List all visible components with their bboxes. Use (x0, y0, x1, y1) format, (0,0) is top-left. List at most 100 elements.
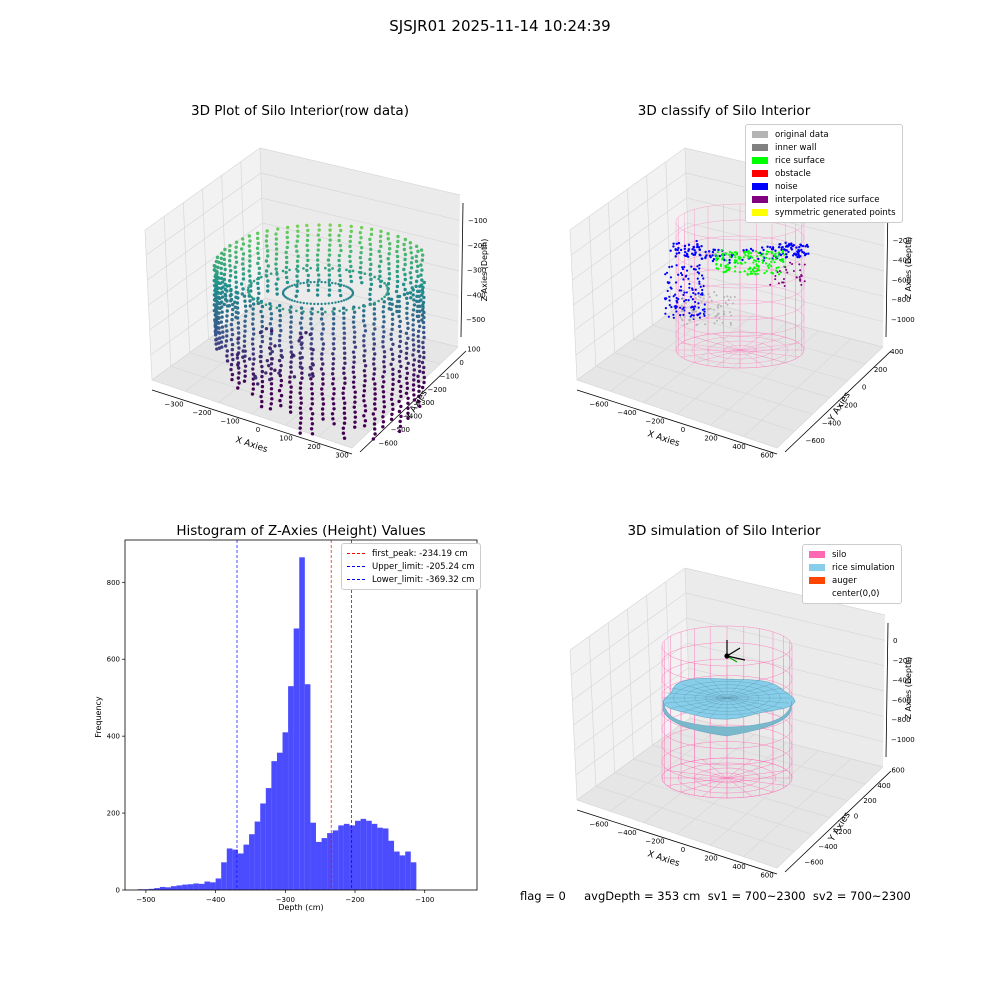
legend-swatch (752, 131, 768, 138)
panel1-point (352, 375, 356, 379)
panel2-rice-point (765, 256, 768, 260)
panel1-point (222, 277, 227, 282)
panel1-point (417, 384, 421, 388)
panel1-point (284, 275, 289, 280)
panel1-point (285, 245, 289, 250)
panel1-point (387, 272, 392, 276)
panel2-rice-point (715, 259, 718, 262)
panel2-legend: original data inner wall rice surface obsta… (745, 124, 903, 223)
panel2-noise-point (672, 313, 675, 316)
panel2-noise-point (665, 271, 669, 274)
panel1-point (236, 321, 241, 325)
panel2-original-point (728, 311, 731, 314)
panel1-point (236, 341, 240, 345)
panel1-point (308, 365, 313, 370)
panel1-point (316, 233, 320, 237)
panel1-point (305, 302, 309, 305)
panel1-point (319, 367, 324, 371)
panel1-point (299, 416, 303, 420)
panel4-x-tick-label: −200 (645, 837, 664, 845)
panel2-noise-point (702, 284, 705, 288)
panel1-point (414, 279, 419, 284)
panel1-point (334, 282, 337, 285)
panel2-interpolated-point (799, 279, 802, 282)
panel1-point (317, 228, 321, 232)
panel1-point (369, 277, 373, 282)
panel1-point (234, 260, 239, 264)
panel1-point (313, 302, 316, 306)
histogram-frame (124, 539, 478, 891)
panel1-point (266, 254, 270, 258)
panel1-point (243, 374, 247, 378)
panel1-point (222, 252, 226, 257)
panel1-point (252, 297, 256, 301)
panel1-point (228, 269, 233, 273)
panel4-rice-surface (662, 678, 796, 737)
panel1-point (260, 301, 263, 305)
panel2-noise-point (687, 249, 690, 253)
panel1-point (241, 349, 245, 353)
panel2-rice-point (724, 252, 727, 256)
panel1-point (399, 394, 403, 399)
histogram-bar (394, 851, 400, 890)
panel1-point (409, 251, 413, 255)
panel1-point (412, 348, 416, 352)
panel2-noise-point (681, 273, 684, 277)
legend-swatch (752, 183, 768, 190)
panel1-point (368, 287, 373, 292)
panel2-noise-point (712, 258, 716, 261)
panel1-point (248, 259, 252, 263)
histogram-bar (159, 886, 166, 890)
histogram-bar (226, 848, 233, 890)
panel1-point (274, 242, 278, 246)
panel1-point (361, 394, 366, 398)
panel1-point (321, 327, 326, 331)
panel2-grid (684, 147, 691, 299)
panel1-point (397, 429, 402, 434)
panel1-point (419, 248, 424, 252)
panel1-point (352, 405, 356, 409)
panel1-point (327, 302, 331, 305)
panel1-point (363, 409, 368, 413)
panel2-noise-point (690, 314, 694, 317)
panel1-point (295, 267, 298, 271)
panel2-y-tick-label: −600 (806, 437, 825, 445)
panel2-rice-point (748, 267, 752, 270)
histogram-y-tick-label: 800 (107, 579, 120, 587)
panel1-point (398, 334, 402, 339)
panel1-point (275, 292, 279, 296)
panel1-point (294, 294, 298, 298)
panel4-x-tick-label: −400 (617, 829, 636, 837)
histogram-bar (388, 840, 395, 890)
rice-mesh-line (710, 678, 728, 699)
panel1-point (390, 352, 395, 356)
panel1-point (233, 265, 237, 269)
panel2-original-point (722, 312, 725, 315)
panel1-point (415, 294, 419, 299)
panel1-point (219, 291, 223, 296)
histogram-bar (349, 825, 356, 890)
panel1-point (224, 324, 228, 328)
histogram-bar (215, 878, 222, 890)
panel1-point (420, 268, 424, 272)
panel1-point (255, 236, 260, 241)
panel1-point (403, 272, 407, 277)
panel1-point (260, 399, 264, 404)
panel1-point (397, 314, 401, 319)
panel4-x-tick-label: −600 (589, 820, 608, 828)
panel1-point (381, 425, 385, 429)
histogram-bar (154, 888, 160, 890)
histogram-bar (204, 881, 211, 890)
panel1-point (306, 258, 310, 263)
panel1-point (383, 295, 386, 299)
panel1-point (288, 410, 293, 414)
panel1-point (242, 344, 247, 348)
panel1-point (332, 307, 336, 311)
panel1-point (310, 352, 314, 356)
panel2-noise-point (666, 281, 669, 284)
panel1-point (381, 385, 385, 389)
panel2-interpolated-point (785, 268, 788, 271)
panel1-point (373, 301, 376, 305)
panel1-point (240, 262, 245, 266)
panel1-point (274, 252, 279, 256)
